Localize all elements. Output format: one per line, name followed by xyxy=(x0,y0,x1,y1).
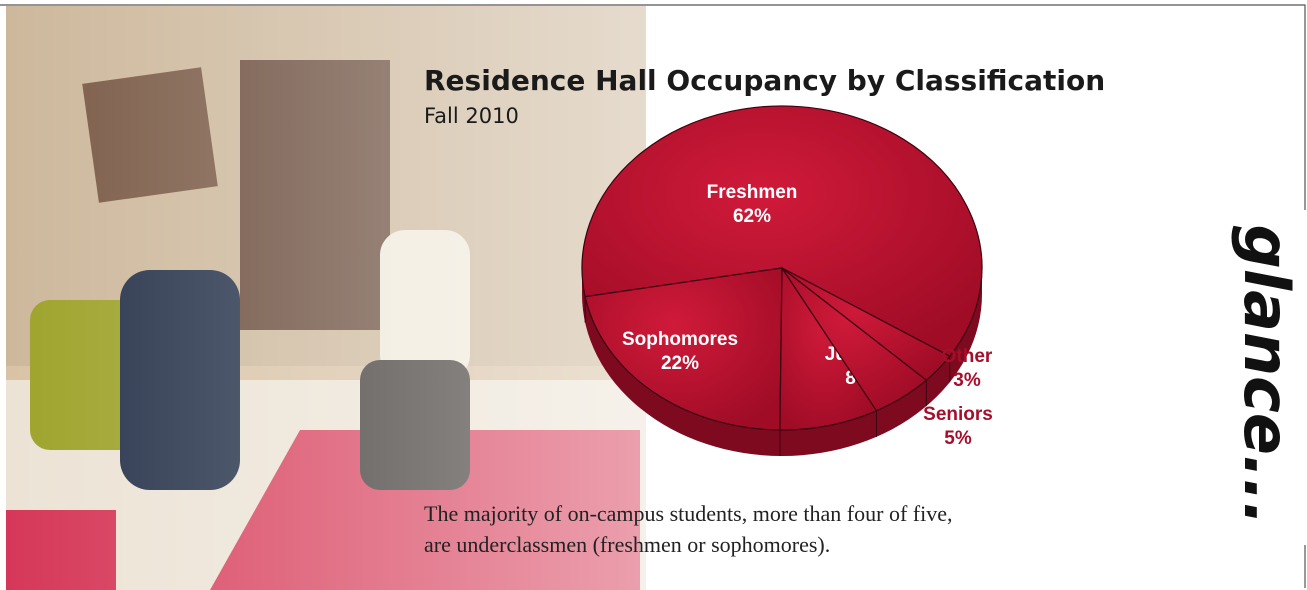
slice-value-label: 3% xyxy=(953,370,981,391)
caption: The majority of on-campus students, more… xyxy=(424,501,952,526)
slice-label: Other xyxy=(942,346,993,367)
slice-label: Sophomores xyxy=(622,329,738,350)
slice-value-label: 5% xyxy=(944,428,972,449)
caption: are underclassmen (freshmen or sophomore… xyxy=(424,532,830,557)
pie-side xyxy=(582,268,982,456)
slice-value-label: 22% xyxy=(661,353,699,374)
slice-value-label: 62% xyxy=(733,206,771,227)
chart-title: Residence Hall Occupancy by Classificati… xyxy=(424,64,1105,97)
pie-slice xyxy=(779,266,878,431)
pie-slice xyxy=(584,267,783,431)
chart-subtitle: Fall 2010 xyxy=(424,104,519,128)
slice-label: Freshmen xyxy=(707,182,798,203)
slice-label: Seniors xyxy=(923,404,993,425)
pie-slice xyxy=(581,105,983,357)
pie-chart: Freshmen62%Sophomores22%Juniors8%Seniors… xyxy=(581,105,993,456)
side-text: glance... xyxy=(1230,224,1303,525)
frame xyxy=(0,4,1306,210)
